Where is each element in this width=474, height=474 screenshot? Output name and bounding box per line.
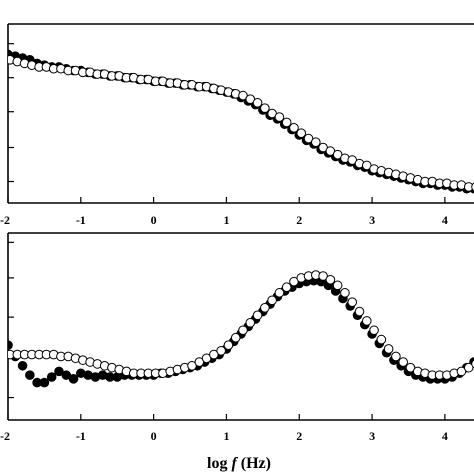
data-markers (8, 270, 474, 388)
x-axis-title-variable: f (231, 455, 238, 472)
x-tick-label: -2 (0, 429, 10, 443)
x-tick-label: 3 (369, 429, 375, 443)
open-data-point (281, 282, 292, 293)
top-panel: -2 -1 0 1 2 3 4 (0, 23, 474, 227)
open-data-point (289, 123, 299, 133)
open-data-point (281, 117, 292, 128)
x-tick-label: 4 (442, 429, 448, 443)
x-tick-label: 0 (151, 429, 157, 443)
plot-frame (7, 232, 474, 421)
filled-data-point (8, 340, 13, 350)
x-tick-label: -1 (76, 429, 86, 443)
x-axis-title-suffix: (Hz) (237, 455, 271, 472)
open-data-point (391, 351, 401, 362)
open-data-point (230, 332, 241, 343)
x-tick-label: -2 (0, 213, 10, 227)
open-data-point (347, 297, 358, 307)
x-tick-label: 2 (296, 429, 302, 443)
open-data-point (340, 288, 350, 298)
open-data-point (383, 344, 394, 354)
open-data-point (376, 334, 387, 345)
open-data-point (216, 346, 226, 356)
open-data-point (274, 288, 285, 298)
open-data-point (296, 128, 307, 138)
open-data-point (238, 325, 248, 336)
open-data-point (260, 303, 270, 313)
open-data-point (245, 317, 256, 328)
open-data-point (223, 340, 234, 351)
open-data-point (252, 310, 263, 321)
x-tick-label: 0 (151, 213, 157, 227)
open-data-point (274, 112, 285, 122)
x-axis-title: log f (Hz) (207, 455, 271, 472)
filled-data-point (39, 377, 50, 388)
open-data-point (267, 295, 277, 306)
open-data-point (354, 306, 365, 317)
open-data-point (361, 316, 372, 326)
filled-data-point (68, 374, 79, 384)
open-data-point (311, 137, 321, 147)
x-tick-label: 4 (442, 213, 448, 227)
open-data-point (398, 357, 408, 367)
open-data-point (332, 280, 343, 291)
bottom-panel: -2 -1 0 1 2 3 4 (0, 232, 474, 443)
open-data-point (260, 103, 270, 113)
x-tick-label: 1 (223, 213, 229, 227)
open-data-point (252, 97, 263, 108)
filled-data-point (17, 360, 28, 371)
x-axis-title-prefix: log (207, 455, 231, 472)
x-tick-label: 3 (369, 213, 375, 227)
data-markers (8, 49, 474, 194)
open-data-point (325, 274, 336, 285)
open-data-point (471, 359, 474, 369)
x-tick-label: 1 (223, 429, 229, 443)
x-tick-label: 2 (296, 213, 302, 227)
open-data-point (369, 325, 379, 336)
open-data-point (471, 182, 474, 192)
filled-data-point (25, 370, 35, 380)
x-tick-label: -1 (76, 213, 86, 227)
filled-data-point (46, 372, 57, 382)
